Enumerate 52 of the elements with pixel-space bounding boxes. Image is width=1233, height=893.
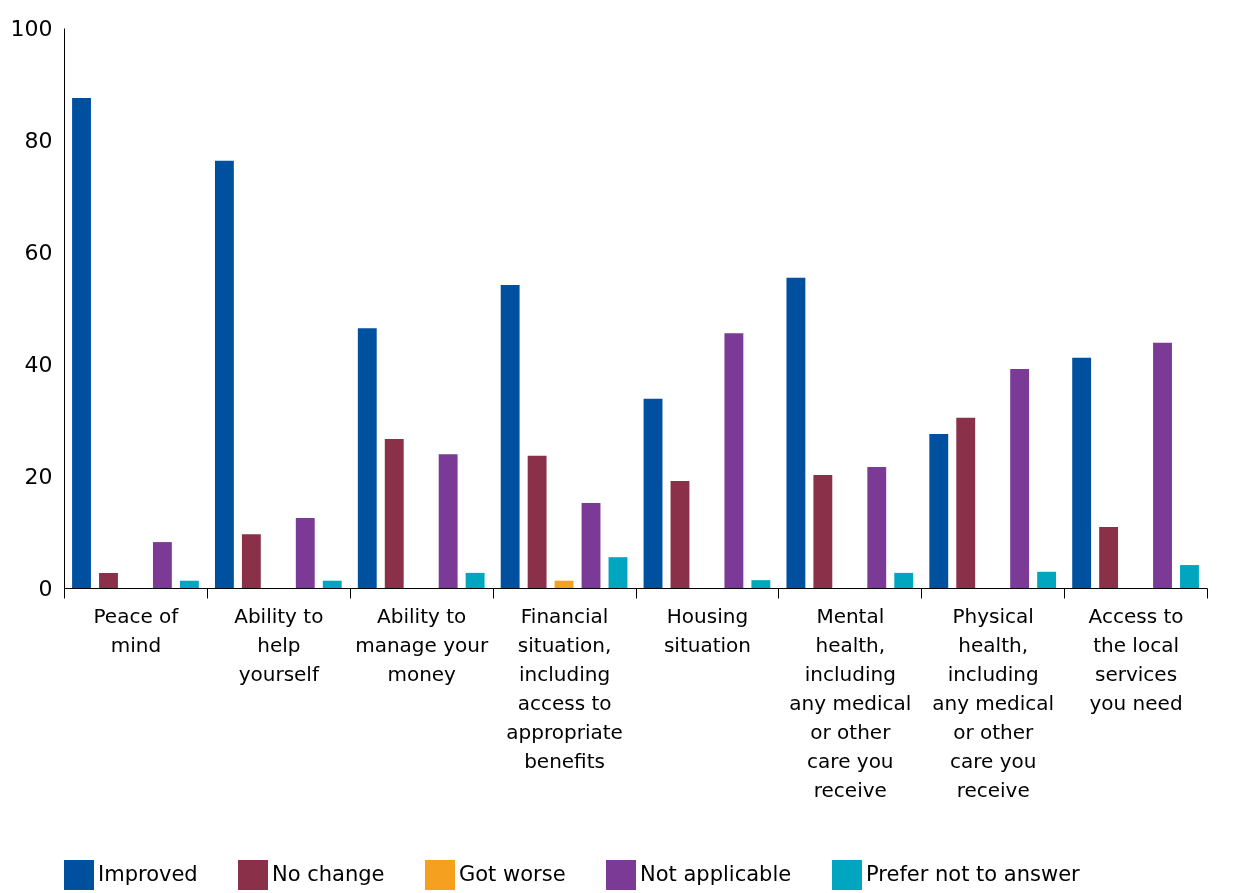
bar (894, 572, 914, 588)
bar (867, 467, 887, 588)
x-tick-label: Ability to manage your money (355, 603, 489, 686)
legend-label: No change (272, 862, 385, 886)
x-tick-label: Access to the local services you need (1088, 603, 1184, 715)
legend-label: Improved (98, 862, 198, 886)
x-tick-label: Housing situation (663, 603, 751, 657)
bar (554, 580, 574, 588)
bar (500, 285, 520, 588)
bar (465, 572, 485, 588)
bar (1010, 369, 1030, 588)
bar (956, 417, 976, 588)
bar (608, 557, 628, 588)
y-tick-label: 80 (24, 127, 53, 153)
y-tick-label: 20 (24, 463, 53, 489)
bar (295, 518, 315, 588)
bar (1072, 357, 1092, 588)
bar (1099, 526, 1119, 588)
bar (241, 534, 261, 588)
bar (384, 439, 404, 588)
bar (527, 455, 547, 588)
x-tick-label: Physical health, including any medical or other care you receive (932, 603, 1055, 802)
x-tick-label: Ability to help yourself (234, 603, 324, 686)
bar (929, 434, 949, 588)
bar (152, 542, 172, 588)
bar (1180, 565, 1199, 588)
bar (751, 580, 771, 588)
legend-label: Not applicable (640, 862, 792, 886)
bar (724, 333, 744, 588)
x-tick-label: Financial situation, including access to appropriate benefits (506, 603, 623, 773)
bar (322, 580, 342, 588)
bar (813, 474, 833, 588)
bar (357, 328, 377, 588)
bar (214, 160, 234, 588)
bar (72, 98, 91, 588)
y-tick-label: 0 (38, 575, 53, 601)
bar (581, 502, 601, 588)
bar (670, 481, 690, 588)
bar (1037, 571, 1057, 588)
bar (99, 572, 118, 588)
y-tick-label: 60 (24, 239, 53, 265)
bar (179, 580, 199, 588)
bar (1153, 342, 1172, 588)
legend-label: Got worse (459, 862, 566, 886)
legend-label: Prefer not to answer (866, 862, 1081, 886)
bar (438, 454, 458, 588)
bar (786, 277, 806, 588)
bar (643, 398, 663, 588)
y-tick-label: 40 (24, 351, 53, 377)
x-tick-label: Mental health, including any medical or other care you receive (789, 603, 912, 802)
x-tick-label: Peace of mind (93, 603, 180, 657)
y-tick-label: 100 (10, 15, 53, 41)
